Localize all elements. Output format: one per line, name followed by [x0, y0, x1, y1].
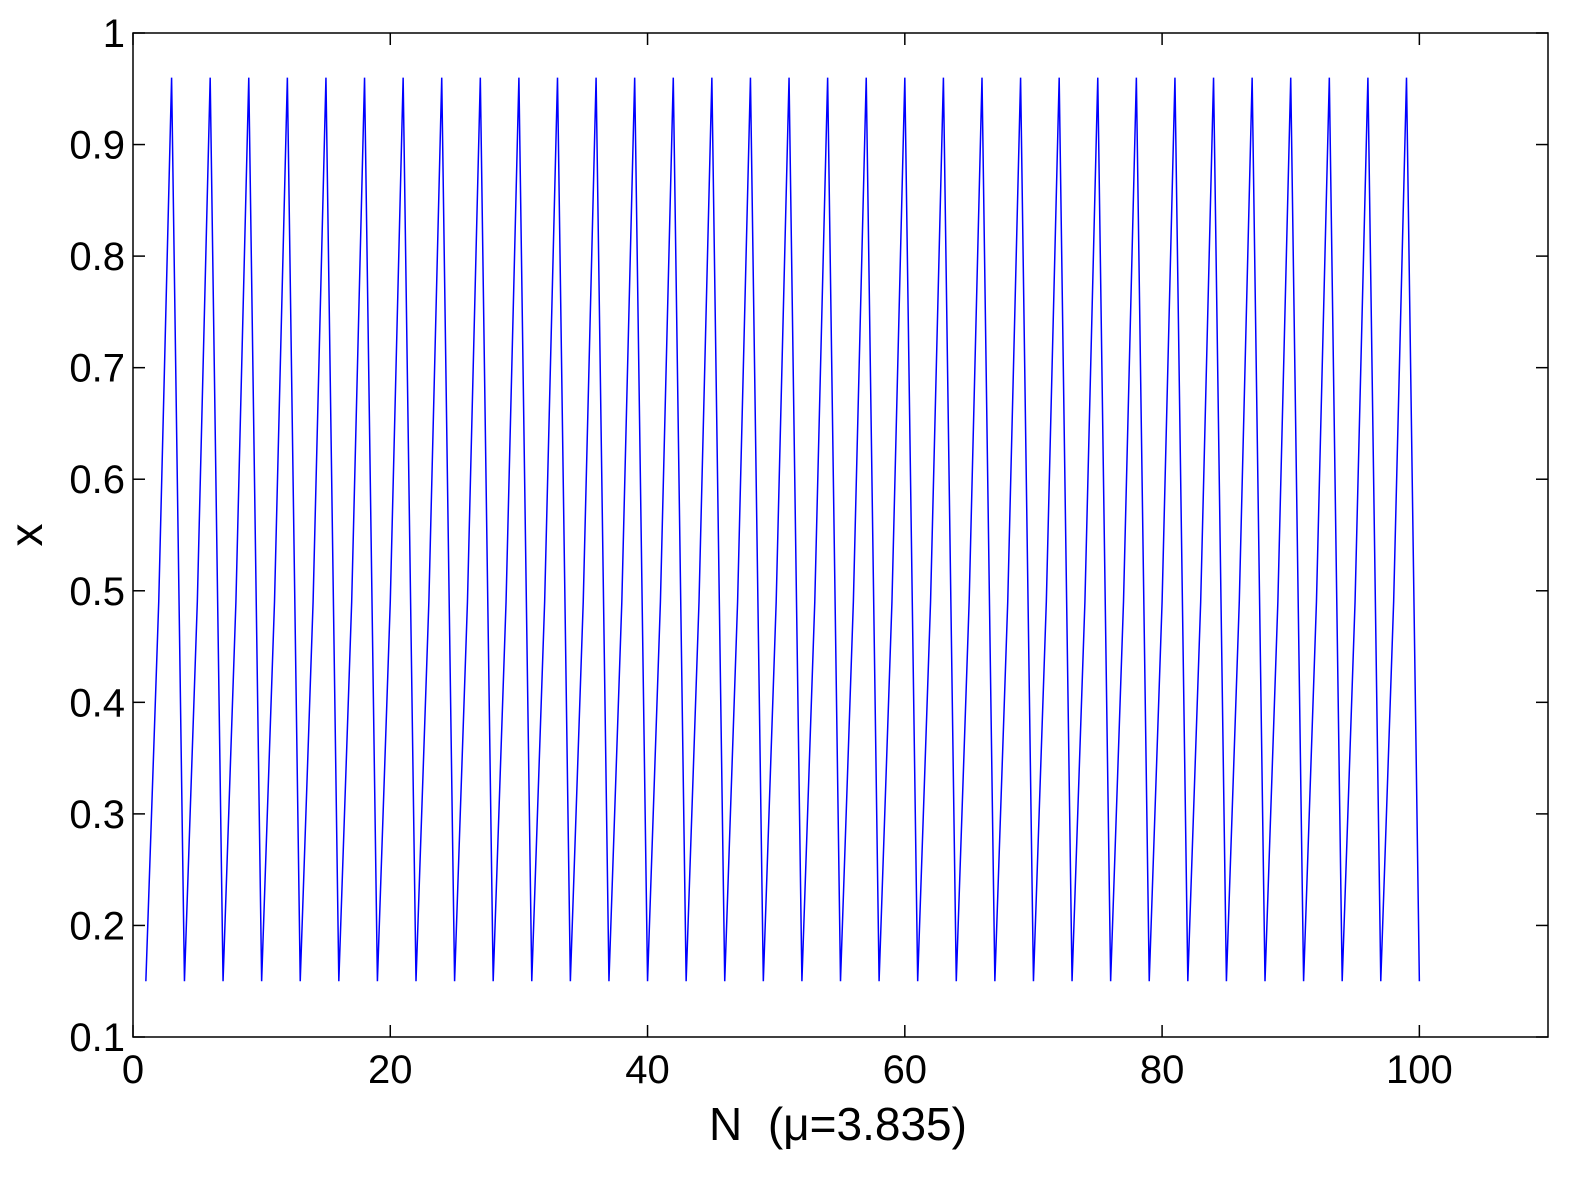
- x-tick-label: 100: [1386, 1048, 1453, 1092]
- y-tick-label: 1: [103, 12, 125, 56]
- y-tick-label: 0.9: [69, 124, 125, 168]
- y-tick-label: 0.7: [69, 347, 125, 391]
- y-tick-label: 0.6: [69, 458, 125, 502]
- y-tick-label: 0.3: [69, 793, 125, 837]
- y-tick-label: 0.8: [69, 235, 125, 279]
- x-tick-label: 0: [122, 1048, 144, 1092]
- y-tick-label: 0.4: [69, 681, 125, 725]
- x-tick-label: 60: [883, 1048, 928, 1092]
- y-tick-label: 0.2: [69, 904, 125, 948]
- x-axis-label: N (μ=3.835): [709, 1098, 967, 1150]
- x-tick-label: 80: [1140, 1048, 1185, 1092]
- y-tick-label: 0.5: [69, 570, 125, 614]
- y-tick-label: 0.1: [69, 1016, 125, 1060]
- data-line: [145, 77, 1421, 982]
- plot-frame: [132, 32, 1549, 1038]
- x-tick-label: 20: [368, 1048, 413, 1092]
- y-axis-label: x: [0, 524, 52, 547]
- x-tick-label: 40: [625, 1048, 670, 1092]
